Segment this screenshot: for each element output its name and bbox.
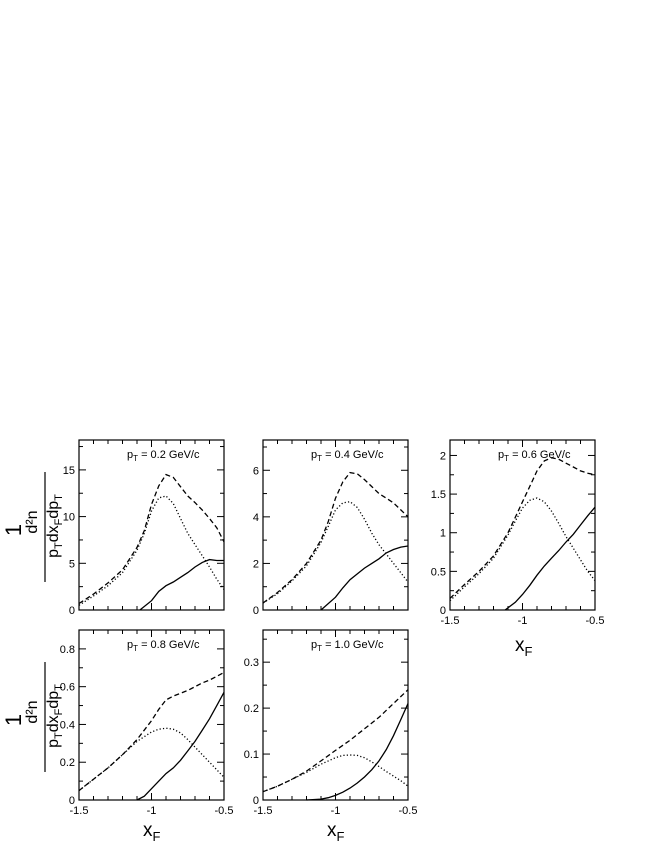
y-tick-label: 0.2 — [60, 757, 75, 769]
series-line-dotted — [78, 727, 225, 792]
y-tick-label: 1.5 — [431, 489, 446, 501]
y-tick-label: 0.8 — [60, 644, 75, 656]
series-line-dashed — [262, 471, 409, 604]
ylabel-top-denominator: pTdxFdpT — [45, 494, 65, 558]
panel-5-annotation: pT = 1.0 GeV/c — [311, 639, 384, 653]
y-tick-label: 5 — [69, 558, 75, 570]
y-tick-label: 2 — [253, 558, 259, 570]
ylabel-bottom-numerator: d²n — [24, 700, 41, 723]
panel-3-annotation: pT = 0.6 GeV/c — [498, 449, 571, 463]
panel-5-marks: 0 0.1 0.2 0.3 -1.5 -1 -0.5 — [244, 630, 418, 817]
ylabel-bottom-denominator: pTdxFdpT — [45, 684, 65, 748]
panel-4: 0 0.2 0.4 0.6 0.8 -1.5 -1 -0.5 pT = 0.8 GeV/c — [60, 629, 234, 817]
ylabel-top: 1 d²n pTdxFdpT — [1, 472, 65, 582]
panel-2: 0 2 4 6 pT = 0.4 GeV/c — [253, 439, 409, 617]
y-tick-label: 0.4 — [60, 719, 75, 731]
y-tick-label: 1 — [440, 528, 446, 540]
panel-2-annotation: pT = 0.4 GeV/c — [311, 449, 384, 463]
x-tick-label: -1.5 — [70, 805, 89, 817]
y-tick-label: 0.5 — [431, 566, 446, 578]
y-tick-label: 0.1 — [244, 749, 259, 761]
y-tick-label: 0.3 — [244, 657, 259, 669]
x-tick-label: -0.5 — [399, 805, 418, 817]
x-tick-label: -0.5 — [215, 805, 234, 817]
x-tick-label: -1 — [331, 805, 341, 817]
xlabel-panel-3: xF — [515, 635, 533, 659]
x-tick-label: -1.5 — [254, 805, 273, 817]
y-tick-label: 0 — [69, 605, 75, 617]
series-line-solid — [139, 558, 224, 611]
y-tick-label: 0.6 — [60, 682, 75, 694]
series-line-solid — [504, 506, 596, 611]
x-tick-label: -1 — [147, 805, 157, 817]
panel-1-annotation: pT = 0.2 GeV/c — [127, 449, 200, 463]
ylabel-top-numerator: d²n — [24, 510, 41, 533]
panel-1-marks: 0 5 10 15 — [63, 440, 225, 617]
ylabel-bottom-one: 1 — [1, 714, 26, 726]
y-tick-label: 0 — [253, 605, 259, 617]
panel-2-frame — [262, 439, 409, 611]
series-line-dashed — [78, 671, 225, 792]
series-line-solid — [320, 545, 409, 611]
panel-1: 0 5 10 15 pT = 0.2 GeV/c — [63, 439, 225, 617]
series-line-dotted — [78, 495, 225, 606]
y-tick-label: 6 — [253, 465, 259, 477]
xlabel-panel-4: xF — [143, 820, 161, 844]
panel-4-frame — [78, 629, 225, 801]
y-tick-label: 2 — [440, 450, 446, 462]
series-line-dashed — [262, 689, 409, 793]
panel-2-marks: 0 2 4 6 — [253, 440, 409, 617]
panel-3-frame — [449, 439, 596, 611]
y-tick-label: 15 — [63, 465, 75, 477]
x-tick-label: -1.5 — [441, 615, 460, 627]
panel-3-marks: 0 0.5 1 1.5 2 -1.5 -1 -0.5 — [431, 440, 605, 627]
ylabel-bottom: 1 d²n pTdxFdpT — [1, 662, 65, 772]
series-line-dotted — [449, 497, 596, 602]
series-line-dashed — [449, 457, 596, 599]
panel-1-frame — [78, 439, 225, 611]
panel-4-annotation: pT = 0.8 GeV/c — [127, 639, 200, 653]
x-tick-label: -1 — [518, 615, 528, 627]
y-tick-label: 0 — [253, 795, 259, 807]
y-tick-label: 4 — [253, 512, 259, 524]
y-tick-label: 0.2 — [244, 703, 259, 715]
panel-5: 0 0.1 0.2 0.3 -1.5 -1 -0.5 pT = 1.0 GeV/c — [244, 629, 418, 817]
ylabel-top-one: 1 — [1, 524, 26, 536]
xlabel-panel-5: xF — [327, 820, 345, 844]
y-tick-label: 10 — [63, 512, 75, 524]
panel-3: 0 0.5 1 1.5 2 -1.5 -1 -0.5 pT = 0.6 GeV/c — [431, 439, 605, 627]
y-tick-label: 0 — [440, 605, 446, 617]
series-line-dashed — [78, 473, 225, 605]
y-tick-label: 0 — [69, 795, 75, 807]
panel-4-marks: 0 0.2 0.4 0.6 0.8 -1.5 -1 -0.5 — [60, 630, 234, 817]
series-line-solid — [136, 691, 225, 801]
series-line-solid — [306, 703, 409, 801]
x-tick-label: -0.5 — [586, 615, 605, 627]
panel-5-frame — [262, 629, 409, 801]
series-line-dotted — [262, 754, 409, 793]
